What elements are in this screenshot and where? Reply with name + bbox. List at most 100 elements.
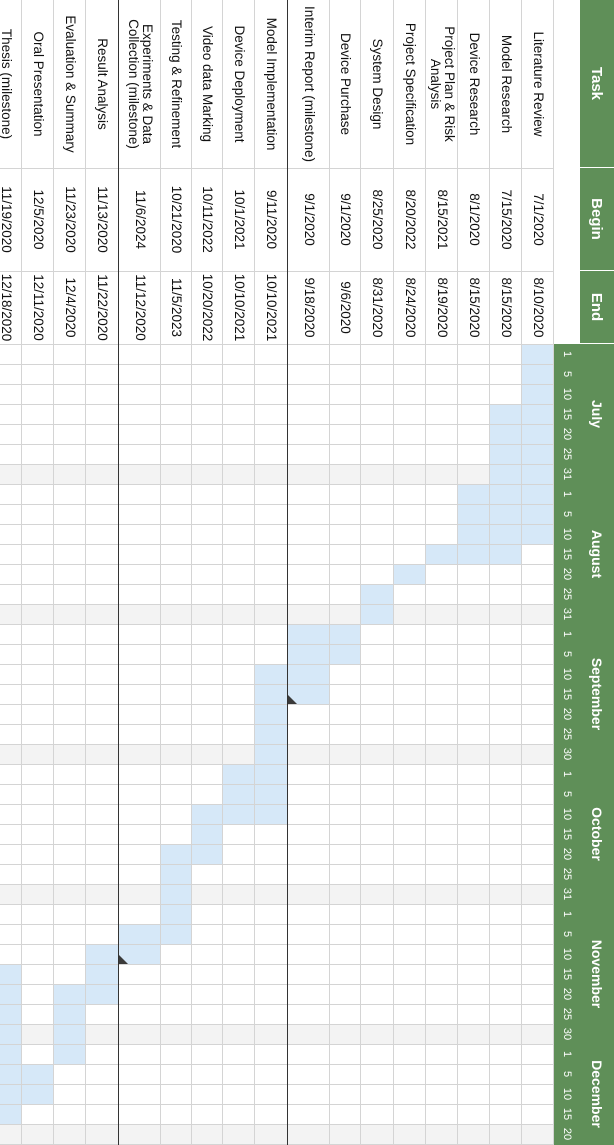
task-bar-cell [255, 765, 287, 784]
task-bar-cell [192, 825, 222, 844]
grid-line-vertical [0, 624, 554, 625]
begin-column-header[interactable]: Begin [580, 168, 614, 271]
task-end[interactable]: 10/10/2021 [232, 273, 247, 342]
task-bar-cell [22, 1065, 53, 1084]
task-end[interactable]: 9/18/2020 [302, 277, 317, 338]
task-name[interactable]: Project Plan & Risk Analysis [428, 26, 457, 142]
day-label: 5 [561, 790, 573, 798]
task-begin[interactable]: 7/1/2020 [531, 193, 546, 246]
task-end[interactable]: 8/31/2020 [370, 277, 386, 338]
day-label: 15 [561, 827, 573, 841]
day-label: 31 [561, 607, 573, 621]
task-name[interactable]: Evaluation & Summary [63, 15, 78, 153]
task-begin[interactable]: 8/25/2020 [370, 189, 386, 250]
task-end[interactable]: 10/20/2022 [200, 273, 216, 342]
task-name[interactable]: Project Specification [403, 22, 418, 146]
task-name[interactable]: Thesis (milestone) [0, 28, 14, 140]
task-name[interactable]: Testing & Refinement [169, 19, 185, 149]
day-label: 15 [561, 687, 573, 701]
task-end[interactable]: 10/10/2021 [264, 273, 280, 342]
task-bar-cell [490, 485, 521, 504]
week-band [0, 884, 554, 904]
grid-line-vertical [0, 1104, 554, 1105]
task-end[interactable]: 12/4/2020 [63, 277, 78, 338]
task-end[interactable]: 8/10/2020 [531, 277, 546, 338]
task-bar-cell [161, 905, 191, 924]
task-end[interactable]: 9/6/2020 [338, 281, 354, 334]
task-bar-cell [54, 985, 85, 1004]
task-bar-cell [522, 505, 553, 524]
day-label: 31 [561, 887, 573, 901]
task-begin[interactable]: 9/1/2020 [302, 193, 317, 246]
end-header-label: End [588, 292, 606, 322]
task-begin[interactable]: 9/11/2020 [264, 189, 280, 250]
task-begin[interactable]: 10/11/2022 [200, 186, 216, 253]
task-end[interactable]: 12/18/2020 [0, 273, 14, 342]
task-name[interactable]: Device Research [467, 32, 482, 136]
task-end[interactable]: 11/22/2020 [95, 274, 111, 341]
task-bar-cell [458, 485, 489, 504]
task-begin[interactable]: 8/1/2020 [467, 193, 482, 246]
task-name[interactable]: Result Analysis [95, 38, 111, 130]
grid-line-vertical [0, 1084, 554, 1085]
task-begin[interactable]: 7/15/2020 [499, 189, 514, 250]
task-bar-cell [255, 665, 287, 684]
task-end[interactable]: 8/24/2020 [403, 277, 418, 338]
task-bar-cell [223, 765, 254, 784]
task-name[interactable]: Interim Report (milestone) [302, 5, 317, 163]
day-label: 5 [561, 1070, 573, 1078]
task-begin[interactable]: 11/19/2020 [0, 186, 14, 253]
task-end[interactable]: 8/15/2020 [499, 277, 514, 338]
task-name[interactable]: Model Implementation [264, 17, 280, 151]
task-name[interactable]: System Design [370, 38, 386, 130]
month-label-august: August [589, 529, 605, 579]
day-label: 1 [561, 490, 573, 498]
day-label: 20 [561, 567, 573, 581]
grid-line-vertical [0, 844, 554, 845]
task-name[interactable]: Literature Review [531, 31, 546, 137]
day-label: 1 [561, 630, 573, 638]
task-bar-cell [490, 445, 521, 464]
task-name[interactable]: Video data Marking [200, 25, 216, 143]
month-label-october: October [589, 807, 605, 861]
day-label: 15 [561, 407, 573, 421]
task-end[interactable]: 12/11/2020 [31, 274, 46, 341]
task-begin[interactable]: 11/13/2020 [95, 186, 111, 253]
task-bar-cell [0, 1065, 21, 1084]
grid-line-vertical [0, 944, 554, 945]
task-bar-cell [161, 845, 191, 864]
task-end[interactable]: 11/5/2023 [169, 277, 185, 338]
task-bar-cell [490, 525, 521, 544]
task-begin[interactable]: 8/15/2021 [435, 189, 450, 250]
task-bar-cell [161, 925, 191, 944]
task-name[interactable]: Device Purchase [338, 32, 354, 136]
task-bar-cell [330, 645, 360, 664]
task-column-header[interactable]: Task [580, 0, 614, 168]
task-begin[interactable]: 12/5/2020 [31, 189, 46, 250]
task-name[interactable]: Device Deployment [232, 25, 247, 143]
end-column-header[interactable]: End [580, 271, 614, 344]
task-begin[interactable]: 11/6/2024 [133, 189, 148, 250]
day-label: 25 [561, 867, 573, 881]
task-bar-cell [0, 1025, 21, 1044]
task-begin[interactable]: 8/20/2022 [403, 189, 418, 250]
day-label: 1 [561, 350, 573, 358]
task-name[interactable]: Oral Presentation [31, 31, 46, 137]
task-begin[interactable]: 10/1/2021 [232, 189, 247, 250]
task-end[interactable]: 8/19/2020 [435, 277, 450, 338]
task-name[interactable]: Model Research [499, 34, 514, 134]
task-end[interactable]: 8/15/2020 [467, 277, 482, 338]
task-begin[interactable]: 9/1/2020 [338, 193, 354, 246]
day-label: 25 [561, 587, 573, 601]
task-end[interactable]: 11/12/2020 [133, 274, 148, 341]
task-begin[interactable]: 10/21/2020 [169, 185, 185, 254]
task-begin[interactable]: 11/23/2020 [63, 186, 78, 253]
week-band [0, 464, 554, 484]
milestone-separator [118, 0, 119, 1145]
grid-line-vertical [0, 924, 554, 925]
grid-line-vertical [0, 884, 554, 885]
day-label: 10 [561, 667, 573, 681]
month-label-december: December [589, 1060, 605, 1128]
grid-line-vertical [0, 364, 554, 365]
task-name[interactable]: Experiments & Data Collection (milestone… [126, 19, 155, 149]
